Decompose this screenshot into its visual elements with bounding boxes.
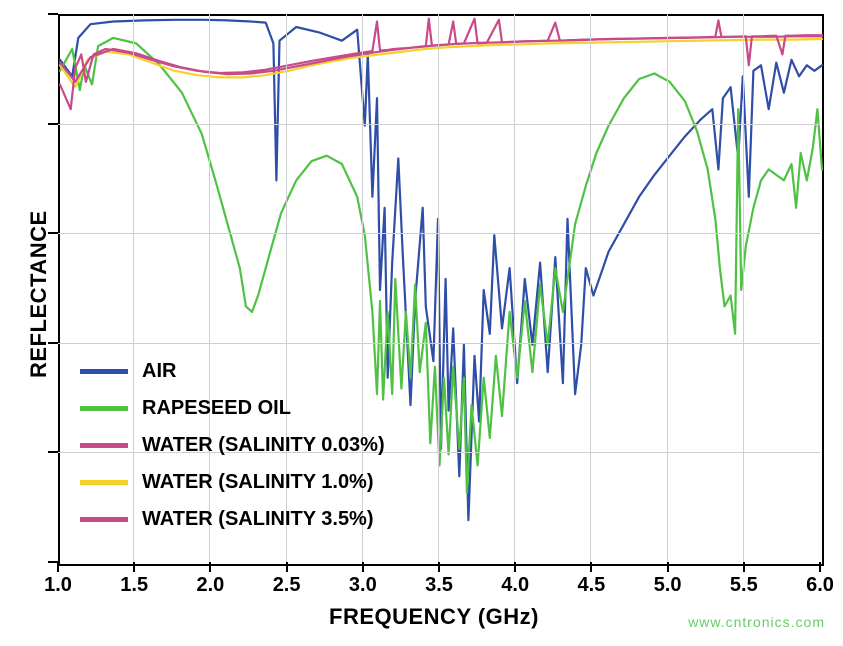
x-tick-label: 4.0 bbox=[501, 574, 529, 597]
legend-label: RAPESEED OIL bbox=[142, 397, 291, 420]
x-tick-mark bbox=[133, 562, 135, 572]
legend-label: AIR bbox=[142, 360, 176, 383]
legend-item: RAPESEED OIL bbox=[80, 397, 385, 420]
x-tick-label: 1.0 bbox=[44, 574, 72, 597]
y-gridline bbox=[58, 343, 820, 344]
x-tick-mark bbox=[667, 562, 669, 572]
x-gridline bbox=[438, 14, 439, 562]
y-axis-title: REFLECTANCE bbox=[26, 210, 52, 378]
y-tick-mark bbox=[48, 13, 58, 15]
x-tick-mark bbox=[819, 562, 821, 572]
y-tick-mark bbox=[48, 561, 58, 563]
legend-label: WATER (SALINITY 1.0%) bbox=[142, 471, 374, 494]
x-tick-mark bbox=[286, 562, 288, 572]
x-tick-mark bbox=[362, 562, 364, 572]
legend-item: WATER (SALINITY 3.5%) bbox=[80, 508, 385, 531]
x-tick-mark bbox=[743, 562, 745, 572]
x-tick-label: 5.5 bbox=[730, 574, 758, 597]
y-gridline bbox=[58, 233, 820, 234]
legend-swatch bbox=[80, 369, 128, 374]
legend-swatch bbox=[80, 480, 128, 485]
x-tick-mark bbox=[438, 562, 440, 572]
x-tick-label: 2.0 bbox=[196, 574, 224, 597]
x-tick-label: 2.5 bbox=[273, 574, 301, 597]
series-line bbox=[60, 36, 822, 82]
legend-swatch bbox=[80, 406, 128, 411]
series-line bbox=[60, 39, 822, 87]
legend-item: WATER (SALINITY 1.0%) bbox=[80, 471, 385, 494]
x-tick-mark bbox=[590, 562, 592, 572]
legend: AIR RAPESEED OIL WATER (SALINITY 0.03%) WAT… bbox=[80, 360, 385, 545]
legend-label: WATER (SALINITY 3.5%) bbox=[142, 508, 374, 531]
y-tick-mark bbox=[48, 451, 58, 453]
x-tick-mark bbox=[514, 562, 516, 572]
x-tick-label: 3.5 bbox=[425, 574, 453, 597]
chart-stage: 1.0 1.5 2.0 2.5 3.0 3.5 4.0 4.5 5.0 5.5 6.0 FREQUE… bbox=[0, 0, 843, 646]
x-tick-label: 1.5 bbox=[120, 574, 148, 597]
y-gridline bbox=[58, 124, 820, 125]
legend-label: WATER (SALINITY 0.03%) bbox=[142, 434, 385, 457]
x-tick-mark bbox=[209, 562, 211, 572]
x-gridline bbox=[590, 14, 591, 562]
legend-item: AIR bbox=[80, 360, 385, 383]
x-gridline bbox=[667, 14, 668, 562]
x-tick-label: 5.0 bbox=[654, 574, 682, 597]
legend-swatch bbox=[80, 517, 128, 522]
x-axis-title: FREQUENCY (GHz) bbox=[329, 604, 539, 630]
legend-swatch bbox=[80, 443, 128, 448]
x-gridline bbox=[514, 14, 515, 562]
x-tick-mark bbox=[57, 562, 59, 572]
x-tick-label: 6.0 bbox=[806, 574, 834, 597]
x-gridline bbox=[743, 14, 744, 562]
series-line bbox=[60, 19, 822, 110]
watermark: www.cntronics.com bbox=[688, 614, 825, 630]
legend-item: WATER (SALINITY 0.03%) bbox=[80, 434, 385, 457]
y-tick-mark bbox=[48, 123, 58, 125]
x-tick-label: 4.5 bbox=[577, 574, 605, 597]
x-tick-label: 3.0 bbox=[349, 574, 377, 597]
